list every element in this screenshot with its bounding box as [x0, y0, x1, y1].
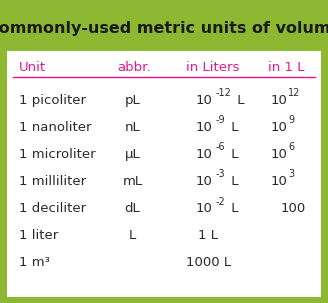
Text: L: L — [233, 94, 244, 107]
Text: 10: 10 — [195, 202, 212, 215]
Text: 1 liter: 1 liter — [19, 229, 58, 242]
Text: Commonly-used metric units of volume: Commonly-used metric units of volume — [0, 21, 328, 36]
FancyBboxPatch shape — [7, 6, 321, 51]
Text: 1 m³: 1 m³ — [19, 256, 50, 269]
Text: 10: 10 — [195, 148, 212, 161]
Text: mL: mL — [122, 175, 143, 188]
Text: 10: 10 — [195, 175, 212, 188]
Text: 1000 L: 1000 L — [186, 256, 231, 269]
Text: L: L — [227, 202, 239, 215]
Text: -3: -3 — [216, 169, 226, 179]
Text: -9: -9 — [216, 115, 226, 125]
Text: -6: -6 — [216, 142, 226, 152]
Text: 100: 100 — [280, 202, 306, 215]
Text: 6: 6 — [288, 142, 295, 152]
Text: 10: 10 — [195, 94, 212, 107]
Text: 1 deciliter: 1 deciliter — [19, 202, 86, 215]
Text: 10: 10 — [271, 121, 288, 134]
Text: 3: 3 — [288, 169, 295, 179]
Text: L: L — [227, 121, 239, 134]
Text: 10: 10 — [271, 175, 288, 188]
FancyBboxPatch shape — [7, 51, 321, 297]
Text: -12: -12 — [216, 88, 232, 98]
Text: nL: nL — [125, 121, 140, 134]
Text: 1 picoliter: 1 picoliter — [19, 94, 86, 107]
Text: 12: 12 — [288, 88, 301, 98]
Text: pL: pL — [125, 94, 140, 107]
Text: in 1 L: in 1 L — [268, 62, 304, 75]
Text: L: L — [227, 148, 239, 161]
Text: L: L — [129, 229, 136, 242]
Text: 1 nanoliter: 1 nanoliter — [19, 121, 92, 134]
Text: 10: 10 — [195, 121, 212, 134]
Text: 9: 9 — [288, 115, 295, 125]
Text: 1 microliter: 1 microliter — [19, 148, 96, 161]
Text: -2: -2 — [216, 197, 226, 207]
Text: 10: 10 — [271, 148, 288, 161]
Text: dL: dL — [125, 202, 140, 215]
Text: μL: μL — [125, 148, 140, 161]
Text: L: L — [227, 175, 239, 188]
Text: Unit: Unit — [19, 62, 46, 75]
Text: abbr.: abbr. — [117, 62, 150, 75]
Text: 1 L: 1 L — [198, 229, 218, 242]
Text: 1 milliliter: 1 milliliter — [19, 175, 86, 188]
Text: 10: 10 — [271, 94, 288, 107]
Text: in Liters: in Liters — [186, 62, 239, 75]
